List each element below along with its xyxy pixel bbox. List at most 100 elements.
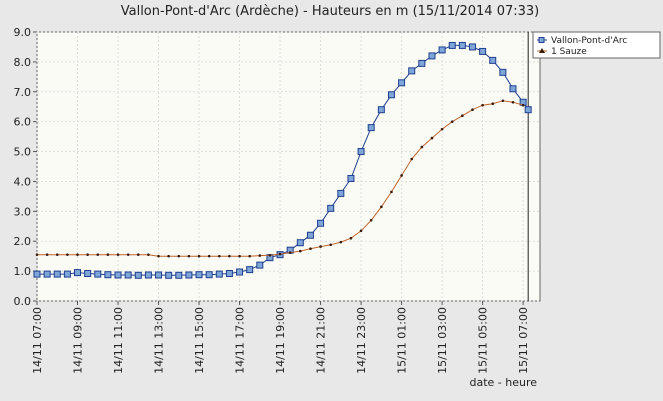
point [144,271,152,279]
point [195,271,203,279]
x-tick-label: 15/11 07:00 [517,307,530,374]
point [155,271,163,279]
point [215,270,223,278]
point [35,253,39,256]
point [66,253,69,256]
x-tick-label: 14/11 07:00 [31,307,44,374]
x-tick-label: 14/11 23:00 [355,307,368,374]
point [428,52,436,60]
point [84,270,92,278]
point [104,271,112,279]
point [511,100,515,104]
point [521,103,525,107]
point [217,254,221,258]
legend-marker [539,48,545,53]
y-tick-label: 3.0 [14,205,32,218]
point [175,271,183,279]
y-tick-label: 8.0 [14,56,32,69]
point [55,253,59,256]
point [147,253,150,256]
y-tick-label: 0.0 [14,295,32,308]
y-tick-label: 7.0 [14,86,32,99]
point [349,236,353,240]
point [380,205,383,209]
point [357,148,365,156]
point [420,145,424,149]
point [185,271,193,279]
y-tick-label: 9.0 [14,26,32,39]
point [481,103,484,107]
point [94,270,102,278]
point [268,253,272,257]
point [96,253,100,256]
point [390,190,393,194]
point [458,41,466,49]
point [440,127,444,131]
point [387,91,395,99]
y-tick-label: 6.0 [14,116,32,129]
point [339,240,343,244]
point [369,219,373,222]
legend-marker [538,37,545,43]
x-tick-label: 14/11 17:00 [234,307,247,374]
point [74,269,82,277]
point [165,271,173,279]
point [359,229,363,233]
point [86,253,89,256]
point [450,120,454,123]
point [347,174,355,182]
point [319,245,322,248]
point [377,106,385,114]
x-tick-label: 14/11 13:00 [153,307,166,374]
x-tick-label: 14/11 21:00 [315,307,328,374]
point [309,247,312,250]
point [134,271,142,279]
x-tick-label: 14/11 19:00 [274,307,287,374]
point [124,271,132,279]
y-tick-label: 4.0 [14,175,32,188]
point [177,254,181,258]
point [157,254,160,258]
point [461,114,464,117]
point [327,204,335,212]
x-tick-label: 14/11 15:00 [193,307,206,374]
point [45,253,49,256]
point [479,47,487,55]
point [33,270,41,278]
point [299,249,302,253]
point [468,43,476,51]
point [337,189,345,197]
x-tick-label: 15/11 05:00 [477,307,490,374]
point [418,59,426,67]
point [76,253,79,256]
point [256,261,264,269]
point [408,67,416,75]
point [430,136,434,140]
point [524,106,532,114]
point [398,79,406,87]
point [471,108,474,112]
point [63,270,71,278]
point [317,219,325,227]
point [491,102,495,106]
point [205,271,213,279]
point [400,174,403,177]
point [238,254,241,258]
x-tick-label: 14/11 11:00 [112,307,125,374]
legend-box [532,31,661,59]
point [278,252,282,256]
point [489,56,497,64]
point [288,251,292,254]
point [43,270,51,278]
point [438,46,446,54]
point [136,253,140,256]
point [114,271,122,279]
point [236,268,244,276]
x-tick-label: 15/11 01:00 [396,307,409,374]
point [106,253,110,256]
chart-title: Vallon-Pont-d'Arc (Ardèche) - Hauteurs e… [121,4,540,19]
point [499,68,507,76]
point [329,243,332,247]
plot-area [36,31,541,302]
